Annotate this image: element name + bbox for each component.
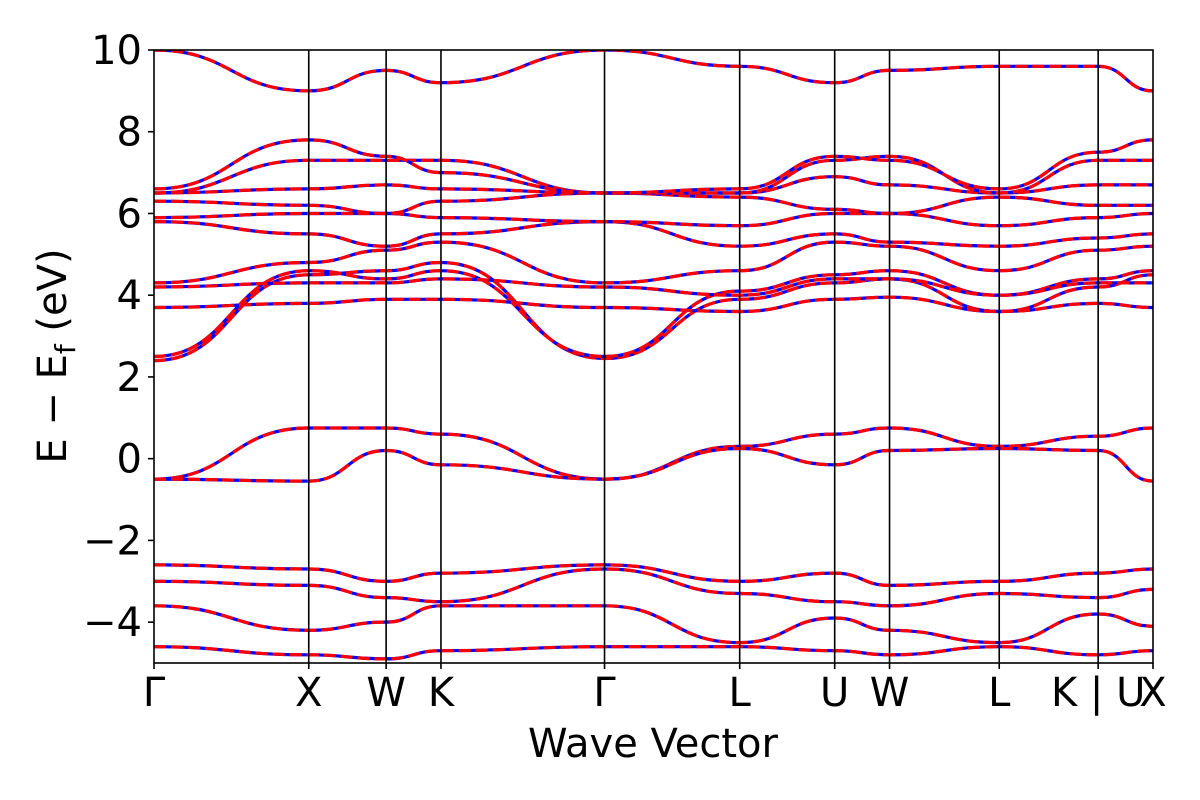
band-line-dashed-9 [154, 191, 1153, 216]
y-tick-label-1: −2 [83, 518, 142, 564]
x-tick-label-7: W [870, 670, 910, 716]
band-line-dashed-15 [154, 567, 1153, 608]
band-line-dashed-5 [154, 277, 1153, 297]
y-tick-label-6: 8 [117, 110, 142, 156]
band-line-dashed-1 [154, 446, 1153, 483]
band-line-17 [154, 645, 1153, 661]
y-axis-label: E − Ef (eV) [30, 248, 82, 463]
axes-frame [153, 49, 1154, 664]
band-line-dashed-12 [154, 138, 1153, 195]
x-tick-label-3: K [428, 670, 456, 716]
x-tick-label-0: Γ [143, 670, 166, 716]
band-line-dashed-7 [154, 219, 1153, 248]
x-tick-label-8: L [988, 670, 1011, 716]
band-line-6 [154, 240, 1153, 285]
band-line-dashed-17 [154, 645, 1153, 661]
x-axis-label: Wave Vector [528, 721, 779, 767]
band-line-dashed-14 [154, 563, 1153, 588]
x-tick-label-5: L [729, 670, 752, 716]
y-tick-label-2: 0 [117, 437, 142, 483]
band-line-13 [154, 50, 1153, 93]
y-tick-label-0: −4 [83, 600, 142, 646]
band-line-15 [154, 567, 1153, 608]
x-tick-label-1: X [295, 670, 322, 716]
band-line-dashed-11 [154, 154, 1153, 195]
x-tick-label-10: X [1139, 670, 1166, 716]
x-tick-label-2: W [366, 670, 406, 716]
band-line-1 [154, 446, 1153, 483]
band-line-dashed-4 [154, 295, 1153, 314]
plot-area [154, 50, 1153, 663]
band-line-12 [154, 138, 1153, 195]
x-tick-label-9: K | U [1051, 670, 1145, 716]
band-line-dashed-8 [154, 211, 1153, 228]
y-tick-label-4: 4 [117, 273, 142, 319]
y-tick-label-7: 10 [91, 28, 142, 74]
band-line-dashed-6 [154, 240, 1153, 285]
band-line-dashed-16 [154, 604, 1153, 645]
x-tick-label-6: U [820, 670, 849, 716]
band-line-16 [154, 604, 1153, 645]
x-tick-label-4: Γ [593, 670, 616, 716]
y-tick-label-3: 2 [117, 355, 142, 401]
y-axis-ticks: −4 −2 0 2 4 6 8 10 [83, 28, 154, 646]
y-tick-label-5: 6 [117, 191, 142, 237]
band-line-dashed-13 [154, 50, 1153, 93]
